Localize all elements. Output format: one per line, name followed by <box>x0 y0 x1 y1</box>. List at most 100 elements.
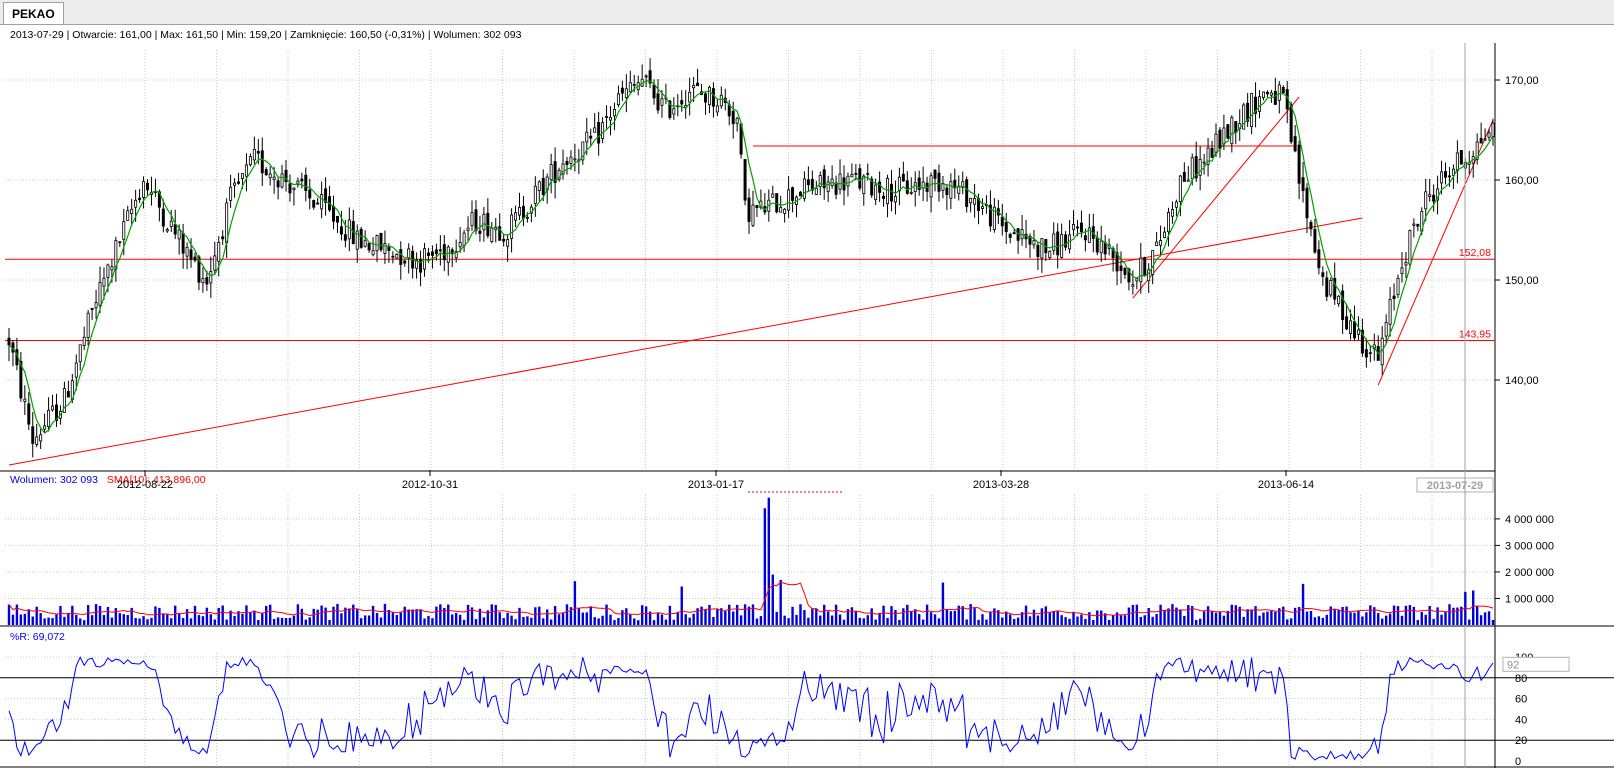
volume-bar <box>221 605 224 625</box>
volume-bar <box>288 617 292 625</box>
volume-bar <box>1305 611 1309 625</box>
candle-body <box>181 232 185 254</box>
candle-body <box>1159 240 1163 246</box>
volume-bar <box>1262 612 1265 625</box>
candle-body <box>343 234 347 241</box>
volume-bar <box>1139 616 1142 625</box>
volume-bar <box>644 606 648 625</box>
candle-body <box>1190 157 1194 179</box>
candle-body <box>704 93 707 103</box>
candle-body <box>138 197 142 201</box>
chart-svg[interactable]: 2013-07-29 | Otwarcie: 161,00 | Max: 161… <box>0 25 1614 768</box>
candle-body <box>909 191 913 194</box>
volume-bar <box>1258 615 1261 625</box>
candle-body <box>771 193 775 198</box>
volume-bar <box>526 616 529 625</box>
candle-body <box>415 259 419 269</box>
volume-bar <box>1377 613 1380 625</box>
chart-area[interactable]: 2013-07-29 | Otwarcie: 161,00 | Max: 161… <box>0 25 1614 768</box>
volume-bar <box>1369 605 1372 625</box>
volume-bar <box>1440 614 1443 625</box>
volume-bar <box>237 611 240 625</box>
volume-bar <box>423 618 426 625</box>
candle-body <box>858 168 862 189</box>
tab-pekao[interactable]: PEKAO <box>3 2 64 24</box>
volume-bar <box>1286 619 1289 625</box>
candle-body <box>296 180 300 185</box>
volume-bar <box>134 617 137 625</box>
trend-line-long <box>8 217 1363 466</box>
candle-body <box>320 194 324 210</box>
candle-body <box>347 219 351 240</box>
willr-current-label: 92 <box>1507 659 1519 671</box>
candle-body <box>1075 226 1079 229</box>
candle-body <box>1155 241 1159 246</box>
volume-bar <box>1380 618 1384 625</box>
volume-bar <box>557 614 561 625</box>
volume-bar <box>1064 617 1067 625</box>
volume-bar <box>114 608 118 625</box>
candle-body <box>312 200 316 208</box>
candle-body <box>933 169 937 179</box>
volume-bar <box>67 612 70 625</box>
candle-body <box>1258 96 1262 112</box>
candle-body <box>169 220 173 227</box>
volume-bar <box>1060 615 1063 625</box>
candle-body <box>146 182 149 191</box>
volume-bar <box>352 604 355 625</box>
candle-body <box>233 182 237 186</box>
volume-bar <box>625 608 628 625</box>
candle-body <box>1087 227 1091 243</box>
volume-bar <box>1333 608 1336 625</box>
info-bar: 2013-07-29 | Otwarcie: 161,00 | Max: 161… <box>10 29 522 41</box>
candle-body <box>573 158 577 161</box>
volume-bar <box>672 619 676 625</box>
volume-bar <box>1460 606 1463 625</box>
candle-body <box>363 240 367 247</box>
volume-bar <box>819 615 822 625</box>
candle-body <box>870 178 874 196</box>
candle-body <box>102 277 106 287</box>
candle-body <box>213 255 217 271</box>
grid-lines <box>5 50 1495 767</box>
volume-bar <box>300 608 304 625</box>
volume-bar <box>902 608 905 625</box>
volume-bar <box>866 615 869 625</box>
candle-body <box>1139 257 1143 283</box>
candle-body <box>846 175 850 187</box>
candle-body <box>518 206 521 216</box>
volume-bar <box>98 605 102 625</box>
volume-bar <box>720 608 723 625</box>
volume-bar <box>858 617 862 625</box>
volume-bars <box>7 497 1495 625</box>
volume-bar <box>106 606 110 625</box>
volume-bar <box>953 610 957 625</box>
candle-body <box>450 249 454 255</box>
candle-body <box>252 148 256 161</box>
candle-body <box>905 180 909 194</box>
volume-bar <box>1436 607 1439 625</box>
candle-body <box>399 249 403 266</box>
volume-bar <box>696 608 699 625</box>
volume-bar <box>862 618 865 625</box>
candle-body <box>818 175 822 187</box>
candle-body <box>569 156 573 164</box>
volume-bar <box>1456 607 1459 625</box>
support-line-label: 152,08 <box>1459 247 1491 259</box>
candle-body <box>973 198 977 205</box>
volume-bar <box>637 620 640 625</box>
candle-body <box>541 178 545 195</box>
volume-bar <box>86 605 90 625</box>
volume-bar <box>268 604 272 625</box>
volume-bar <box>23 613 27 625</box>
candle-body <box>288 183 292 194</box>
volume-bar <box>102 615 106 625</box>
volume-bar <box>403 606 406 625</box>
candle-body <box>696 82 700 87</box>
candle-body <box>1396 277 1400 296</box>
candle-body <box>197 256 201 283</box>
candle-body <box>525 216 529 219</box>
volume-bar <box>688 617 691 625</box>
candle-body <box>882 195 886 199</box>
volume-bar <box>1345 606 1348 625</box>
